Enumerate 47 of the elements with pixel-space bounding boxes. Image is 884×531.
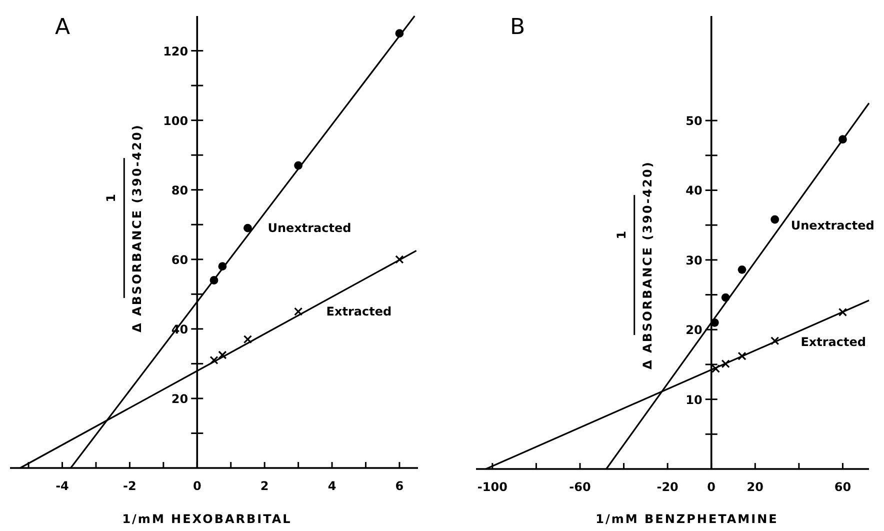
- annotation: 1: [614, 230, 628, 240]
- point: [243, 335, 252, 344]
- y-tick-label: 20: [171, 392, 188, 406]
- series-label: Unextracted: [790, 218, 874, 232]
- x-tick-label: 60: [834, 480, 852, 494]
- x-tick-label: -4: [56, 479, 69, 493]
- x-tick-label: -20: [656, 480, 678, 494]
- x-tick-label: 20: [746, 480, 764, 494]
- point: [210, 356, 218, 365]
- x-tick-label: -100: [477, 480, 508, 494]
- y-axis-title: Δ ABSORBANCE (390-420): [640, 160, 654, 370]
- series-label: Unextracted: [268, 221, 352, 236]
- x-tick-label: -2: [123, 479, 136, 493]
- y-tick-label: 120: [163, 44, 188, 58]
- point: [711, 364, 720, 373]
- text: Extracted: [326, 304, 392, 319]
- x-tick-label: 4: [328, 479, 336, 493]
- point: [770, 336, 780, 346]
- x-tick-label: -60: [569, 480, 591, 494]
- point: [738, 265, 746, 274]
- x-tick-label: 0: [192, 479, 202, 493]
- y-tick-label: 80: [171, 183, 188, 198]
- chart-title: A: [55, 15, 70, 40]
- point: [395, 255, 404, 264]
- x-tick-label: 0: [707, 480, 716, 494]
- x-axis-title: 1/mM HEXOBARBITAL: [122, 512, 292, 526]
- point: [721, 359, 730, 368]
- point: [838, 308, 848, 316]
- y-axis-title: Δ ABSORBANCE (390-420): [130, 124, 144, 332]
- point: [244, 224, 252, 232]
- y-tick-label: 100: [163, 114, 188, 128]
- x-tick-label: 6: [395, 479, 404, 493]
- y-tick-label: 40: [686, 184, 702, 198]
- annotation: 1: [104, 194, 118, 202]
- series-label: Extracted: [800, 335, 866, 350]
- y-tick-label: 60: [171, 252, 188, 267]
- point: [218, 350, 227, 360]
- chart-title: B: [510, 15, 526, 40]
- y-tick-label: 30: [686, 253, 702, 268]
- y-tick-label: 10: [686, 392, 702, 407]
- point: [770, 215, 780, 224]
- y-tick-label: 50: [686, 114, 702, 128]
- y-tick-label: 20: [686, 323, 702, 338]
- x-tick-label: 2: [260, 479, 269, 493]
- point: [294, 307, 303, 316]
- x-axis-title: 1/mM BENZPHETAMINE: [596, 512, 778, 526]
- point: [738, 352, 746, 360]
